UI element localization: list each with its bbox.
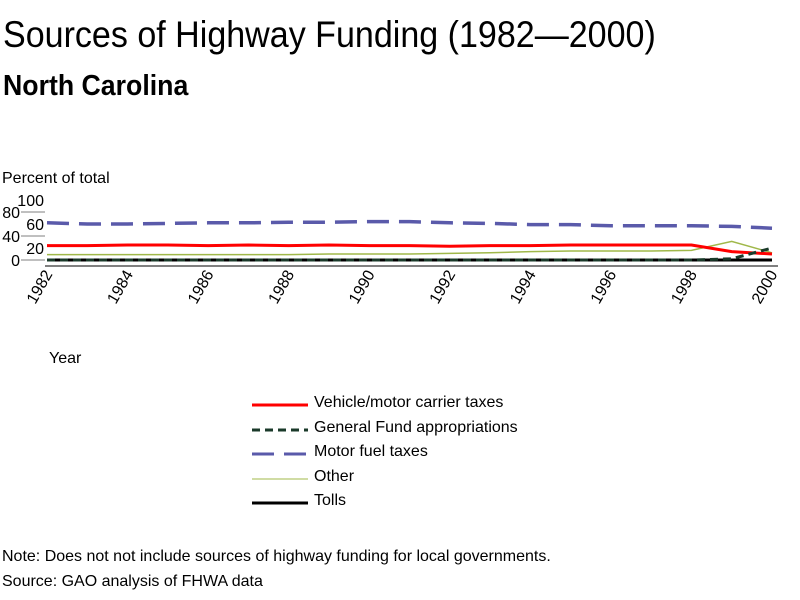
y-tick-label: 100: [17, 193, 44, 210]
x-tick-label: 1996: [588, 267, 621, 306]
x-tick-label: 1986: [185, 267, 218, 306]
x-tick-label: 1994: [507, 267, 540, 306]
series-line-other: [47, 240, 773, 256]
y-tick-label: 80: [2, 205, 20, 222]
x-axis-label: Year: [49, 350, 82, 367]
x-tick-label: 1982: [24, 267, 57, 306]
x-tick-label: 1984: [105, 267, 138, 306]
legend-label: Vehicle/motor carrier taxes: [314, 394, 504, 411]
legend-label: Tolls: [314, 492, 347, 509]
y-tick-label: 40: [2, 229, 20, 246]
legend-label: Other: [314, 467, 355, 485]
chart-subtitle: North Carolina: [3, 70, 189, 102]
series-line-vehicle-motor-carrier-taxes: [47, 243, 773, 256]
legend-label: Motor fuel taxes: [314, 443, 428, 460]
legend-swatch: [252, 403, 308, 407]
x-tick-label: 1992: [427, 267, 460, 306]
legend-swatch: [252, 501, 308, 505]
legend-label: General Fund appropriations: [314, 418, 518, 436]
y-tick-label: 20: [26, 241, 44, 258]
legend-swatch: [252, 428, 308, 431]
legend-swatch: [252, 452, 308, 456]
y-axis-label: Percent of total: [2, 170, 110, 187]
source-text: Source: GAO analysis of FHWA data: [2, 573, 263, 590]
x-tick-label: 1998: [668, 267, 701, 306]
series-line-general-fund-appropriations: [47, 246, 773, 262]
x-tick-label: 1990: [346, 267, 379, 306]
legend-swatch: [252, 478, 308, 479]
series-line-motor-fuel-taxes: [46, 219, 773, 230]
y-tick-label: 0: [11, 253, 20, 270]
y-tick-label: 60: [26, 217, 44, 234]
chart-title: Sources of Highway Funding (1982—2000): [3, 14, 656, 55]
x-tick-label: 1988: [266, 267, 299, 306]
x-tick-label: 2000: [749, 267, 782, 306]
note-text: Note: Does not not include sources of hi…: [2, 548, 551, 565]
